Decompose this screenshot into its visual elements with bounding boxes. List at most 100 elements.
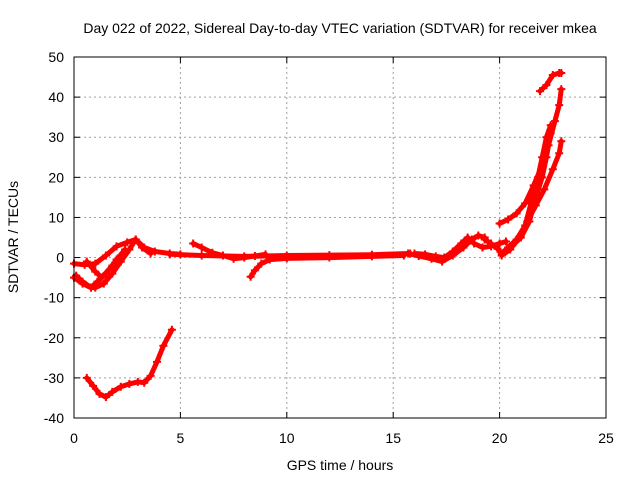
series-point bbox=[91, 259, 100, 268]
series-point bbox=[548, 165, 557, 174]
series-point bbox=[325, 251, 334, 260]
series-point bbox=[555, 101, 564, 110]
series-point bbox=[93, 277, 102, 286]
series-point bbox=[542, 81, 551, 90]
series-point bbox=[557, 137, 566, 146]
series-point bbox=[548, 71, 557, 80]
series-point bbox=[108, 387, 117, 396]
series-point bbox=[87, 283, 96, 292]
series-point bbox=[404, 249, 413, 258]
y-tick-label: 20 bbox=[48, 169, 64, 185]
series-point bbox=[467, 235, 476, 244]
series-point bbox=[97, 273, 106, 282]
series-point bbox=[167, 325, 176, 334]
series-group bbox=[70, 69, 566, 402]
y-tick-label: 0 bbox=[56, 250, 64, 266]
series-point bbox=[540, 185, 549, 194]
series-point bbox=[459, 243, 468, 252]
series-point bbox=[478, 243, 487, 252]
series-point bbox=[536, 87, 545, 96]
series-point bbox=[146, 371, 155, 380]
series-point bbox=[542, 153, 551, 162]
series-point bbox=[197, 251, 206, 260]
series-point bbox=[487, 239, 496, 248]
series-point bbox=[138, 243, 147, 252]
series-point bbox=[112, 242, 121, 251]
series-point bbox=[448, 251, 457, 260]
x-tick-label: 20 bbox=[492, 430, 508, 446]
series-point bbox=[512, 209, 521, 218]
y-tick-label: 50 bbox=[48, 49, 64, 65]
series-point bbox=[538, 173, 547, 182]
series-point bbox=[121, 245, 130, 254]
series-point bbox=[131, 235, 140, 244]
y-tick-label: 40 bbox=[48, 89, 64, 105]
series-point bbox=[474, 231, 483, 240]
series-point bbox=[91, 267, 100, 276]
series-point bbox=[550, 117, 559, 126]
series-point bbox=[414, 251, 423, 260]
series-point bbox=[101, 393, 110, 402]
plot-frame bbox=[73, 56, 607, 419]
x-tick-label: 25 bbox=[598, 430, 614, 446]
series-point bbox=[140, 378, 149, 387]
series-point bbox=[99, 279, 108, 288]
series-point bbox=[438, 257, 447, 266]
x-tick-label: 0 bbox=[70, 430, 78, 446]
y-tick-label: -40 bbox=[44, 410, 64, 426]
series-point bbox=[525, 217, 534, 226]
series-point bbox=[367, 250, 376, 259]
series-point bbox=[150, 247, 159, 256]
y-tick-label: 30 bbox=[48, 129, 64, 145]
series-point bbox=[504, 215, 513, 224]
series-point bbox=[508, 241, 517, 250]
series-point bbox=[506, 245, 515, 254]
series-arc-12 bbox=[497, 86, 564, 226]
series-point bbox=[165, 250, 174, 259]
x-axis-title: GPS time / hours bbox=[287, 457, 394, 473]
series-point bbox=[250, 266, 259, 275]
series-point bbox=[531, 193, 540, 202]
series-point bbox=[497, 251, 506, 260]
series-point bbox=[480, 235, 489, 244]
x-tick-label: 15 bbox=[385, 430, 401, 446]
series-point bbox=[557, 85, 566, 94]
series-point bbox=[493, 244, 502, 253]
series-point bbox=[123, 238, 132, 247]
series-point bbox=[159, 341, 168, 350]
x-tick-label: 5 bbox=[177, 430, 185, 446]
series-point bbox=[495, 239, 504, 248]
series-point bbox=[546, 129, 555, 138]
series-point bbox=[240, 252, 249, 261]
series-point bbox=[78, 279, 87, 288]
y-tick-label: -20 bbox=[44, 330, 64, 346]
series-point bbox=[495, 219, 504, 228]
series-point bbox=[82, 257, 91, 266]
series-point bbox=[555, 149, 564, 158]
y-tick-label: 10 bbox=[48, 209, 64, 225]
series-point bbox=[95, 389, 104, 398]
series-point bbox=[516, 233, 525, 242]
series-point bbox=[257, 259, 266, 268]
chart-title: Day 022 of 2022, Sidereal Day-to-day VTE… bbox=[83, 20, 596, 36]
series-point bbox=[146, 249, 155, 258]
series-point bbox=[82, 373, 91, 382]
series-point bbox=[246, 272, 255, 281]
series-point bbox=[427, 254, 436, 263]
series-point bbox=[116, 382, 125, 391]
series-point bbox=[501, 237, 510, 246]
series-point bbox=[189, 239, 198, 248]
series-point bbox=[116, 251, 125, 260]
series-point bbox=[101, 251, 110, 260]
series-point bbox=[521, 199, 530, 208]
series-point bbox=[529, 181, 538, 190]
y-tick-label: -10 bbox=[44, 290, 64, 306]
series-point bbox=[152, 357, 161, 366]
series-point bbox=[557, 69, 566, 78]
y-axis-title: SDTVAR / TECUs bbox=[5, 181, 21, 293]
series-point bbox=[282, 251, 291, 260]
y-tick-label: -30 bbox=[44, 370, 64, 386]
ticks bbox=[73, 56, 607, 419]
x-tick-label: 10 bbox=[279, 430, 295, 446]
